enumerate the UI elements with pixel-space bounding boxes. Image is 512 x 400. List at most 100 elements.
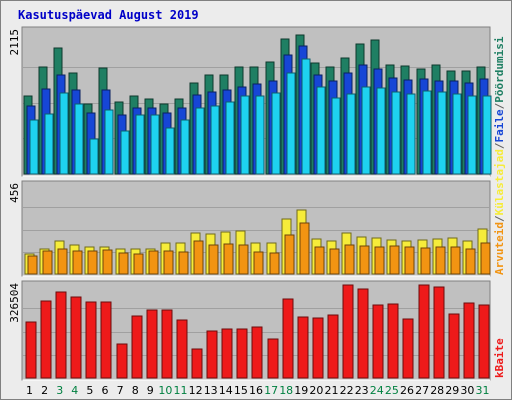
x-tick-label-15: 15 — [234, 384, 248, 397]
bar-bottom-kbaite-23 — [357, 288, 369, 379]
bar-bottom-kbaite-29 — [448, 313, 460, 379]
bar-middle-arvuteid-31 — [480, 242, 491, 275]
bar-bottom-kbaite-18 — [282, 298, 294, 379]
legend-entry-5: / — [493, 102, 506, 109]
x-tick-label-1: 1 — [26, 384, 33, 397]
legend-right: Arvuteid/Külastajad/Faile/Pöördumisi — [493, 36, 506, 275]
x-tick-label-19: 19 — [294, 384, 308, 397]
x-tick-label-18: 18 — [279, 384, 293, 397]
bar-bottom-kbaite-9 — [146, 309, 158, 379]
legend-entry-0: Arvuteid — [493, 222, 506, 275]
bar-bottom-kbaite-22 — [342, 284, 354, 379]
legend-bottom-entry-0: kBaite — [493, 338, 506, 378]
bar-middle-arvuteid-22 — [344, 244, 355, 275]
bar-top-klastajad-1 — [29, 119, 39, 175]
bar-middle-arvuteid-21 — [329, 248, 340, 275]
x-tick-label-5: 5 — [86, 384, 93, 397]
bar-middle-arvuteid-20 — [314, 246, 325, 275]
x-tick-label-17: 17 — [264, 384, 278, 397]
bar-top-klastajad-7 — [120, 130, 130, 175]
bar-middle-arvuteid-17 — [269, 252, 280, 275]
bar-bottom-kbaite-26 — [402, 318, 414, 379]
bar-middle-arvuteid-5 — [87, 250, 98, 275]
bar-bottom-kbaite-4 — [70, 296, 82, 379]
bar-bottom-kbaite-28 — [433, 286, 445, 379]
bar-bottom-kbaite-7 — [116, 343, 128, 379]
bar-middle-arvuteid-16 — [253, 251, 264, 275]
bar-top-klastajad-28 — [437, 91, 447, 175]
bar-top-klastajad-10 — [165, 127, 175, 175]
bar-bottom-kbaite-21 — [327, 314, 339, 379]
bar-middle-arvuteid-2 — [42, 250, 53, 275]
bar-top-klastajad-19 — [301, 58, 311, 175]
bar-top-klastajad-16 — [255, 95, 265, 175]
bar-bottom-kbaite-16 — [251, 326, 263, 379]
x-tick-label-26: 26 — [400, 384, 414, 397]
bar-middle-arvuteid-13 — [208, 244, 219, 275]
x-tick-label-4: 4 — [71, 384, 78, 397]
bar-bottom-kbaite-14 — [221, 328, 233, 379]
bar-top-klastajad-20 — [316, 86, 326, 175]
bar-bottom-kbaite-19 — [297, 316, 309, 379]
bar-top-klastajad-11 — [180, 119, 190, 175]
bar-top-klastajad-12 — [195, 107, 205, 175]
bar-bottom-kbaite-6 — [100, 301, 112, 379]
bar-bottom-kbaite-3 — [55, 291, 67, 379]
x-tick-label-6: 6 — [102, 384, 109, 397]
bar-bottom-kbaite-20 — [312, 317, 324, 379]
bar-bottom-kbaite-12 — [191, 348, 203, 379]
bar-bottom-kbaite-8 — [131, 315, 143, 379]
x-tick-label-3: 3 — [56, 384, 63, 397]
x-tick-label-21: 21 — [325, 384, 339, 397]
bar-bottom-kbaite-31 — [478, 304, 490, 379]
legend-entry-4: Faile — [493, 109, 506, 142]
bar-top-klastajad-2 — [44, 113, 54, 175]
bar-top-klastajad-31 — [482, 95, 492, 175]
bar-top-klastajad-14 — [225, 101, 235, 175]
legend-entry-1: / — [493, 215, 506, 222]
bar-bottom-kbaite-10 — [161, 309, 173, 379]
bar-middle-arvuteid-14 — [223, 243, 234, 275]
x-tick-label-28: 28 — [430, 384, 444, 397]
bar-top-klastajad-23 — [361, 86, 371, 175]
bar-top-klastajad-29 — [452, 93, 462, 175]
bar-bottom-kbaite-1 — [25, 321, 37, 379]
x-tick-label-30: 30 — [460, 384, 474, 397]
bar-bottom-kbaite-24 — [372, 304, 384, 379]
legend-bottom: kBaite — [493, 338, 506, 378]
bar-top-klastajad-13 — [210, 105, 220, 175]
bar-bottom-kbaite-15 — [236, 328, 248, 379]
x-tick-label-14: 14 — [219, 384, 233, 397]
y-max-label-top: 2115 — [8, 29, 21, 56]
bar-top-klastajad-18 — [286, 72, 296, 175]
chart-title: Kasutuspäevad August 2019 — [18, 8, 199, 22]
bar-top-klastajad-27 — [422, 90, 432, 175]
bar-middle-arvuteid-11 — [178, 251, 189, 275]
legend-entry-3: / — [493, 142, 506, 149]
x-tick-label-29: 29 — [445, 384, 459, 397]
y-max-label-bottom: 326504 — [8, 283, 21, 323]
bar-bottom-kbaite-2 — [40, 300, 52, 379]
x-tick-label-20: 20 — [309, 384, 323, 397]
bar-top-klastajad-30 — [467, 95, 477, 175]
bar-bottom-kbaite-30 — [463, 302, 475, 379]
bar-top-klastajad-8 — [135, 114, 145, 175]
bar-middle-arvuteid-12 — [193, 240, 204, 275]
x-tick-label-24: 24 — [370, 384, 384, 397]
bar-middle-arvuteid-23 — [359, 245, 370, 275]
bar-bottom-kbaite-13 — [206, 330, 218, 379]
x-tick-label-16: 16 — [249, 384, 263, 397]
bar-middle-arvuteid-19 — [299, 222, 310, 275]
bar-top-klastajad-26 — [406, 93, 416, 175]
bar-middle-arvuteid-9 — [148, 250, 159, 275]
x-tick-label-2: 2 — [41, 384, 48, 397]
bar-middle-arvuteid-15 — [238, 244, 249, 275]
bar-middle-arvuteid-27 — [420, 247, 431, 275]
bar-middle-arvuteid-1 — [27, 255, 38, 275]
bar-bottom-kbaite-11 — [176, 319, 188, 379]
bar-middle-arvuteid-30 — [465, 248, 476, 275]
bar-middle-arvuteid-24 — [374, 246, 385, 275]
x-tick-label-7: 7 — [117, 384, 124, 397]
bar-top-klastajad-22 — [346, 93, 356, 175]
